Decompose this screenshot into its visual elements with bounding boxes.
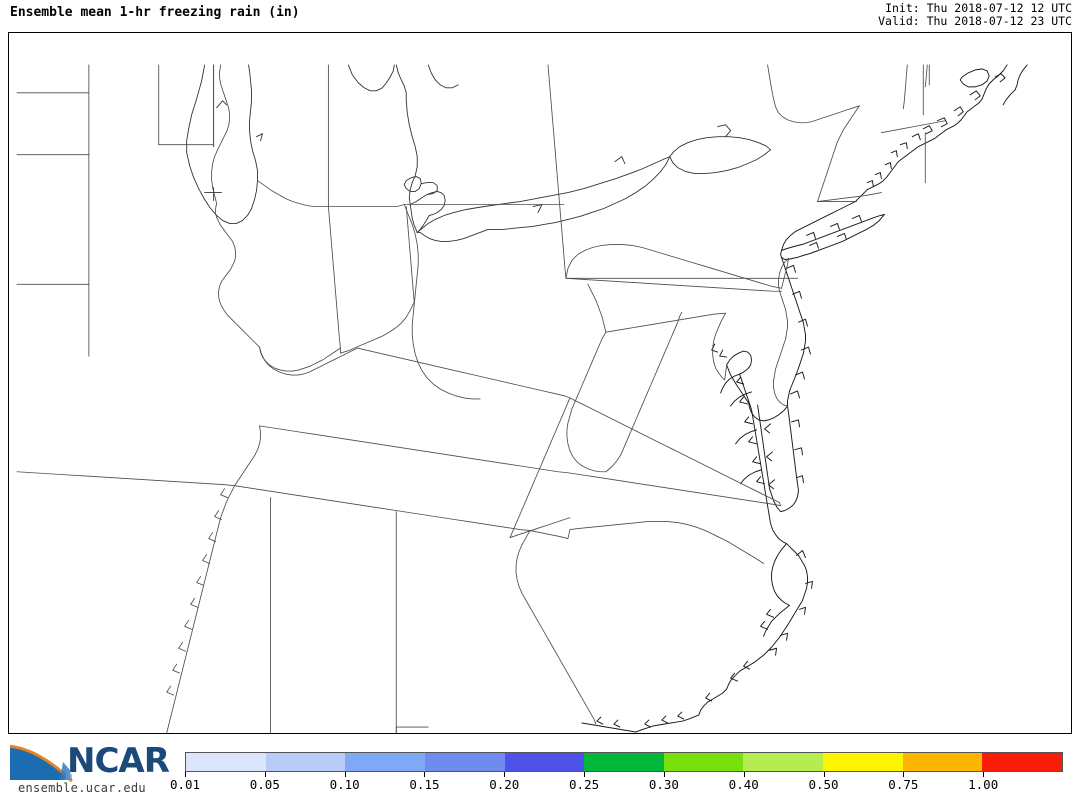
colorbar-tick-label: 0.15 [409,777,440,792]
colorbar-tick [185,772,186,777]
colorbar-band [584,753,664,771]
colorbar-tick [983,772,985,777]
colorbar-band [186,753,266,771]
colorbar-band [902,753,983,771]
ncar-url-label: ensemble.ucar.edu [18,781,146,795]
page-title: Ensemble mean 1-hr freezing rain (in) [10,5,300,20]
ncar-logo[interactable]: NCAR ensemble.ucar.edu [4,740,176,796]
colorbar-tick-label: 0.20 [489,777,520,792]
colorbar-tick-label: 1.00 [968,777,999,792]
colorbar-tick [823,772,825,777]
colorbar-band [982,753,1063,771]
colorbar-tick [743,772,745,777]
colorbar-tick [264,772,266,777]
colorbar-tick-labels: 0.01 0.05 0.10 0.15 0.20 0.25 0.30 0.40 0.50 0.75… [170,772,1063,796]
colorbar-band [345,753,425,771]
colorbar-band [504,753,585,771]
colorbar-tick [663,772,665,777]
colorbar-tick [903,772,905,777]
forecast-time-info: Init: Thu 2018-07-12 12 UTC Valid: Thu 2… [878,2,1072,28]
colorbar-tick-label: 0.75 [888,777,919,792]
colorbar-tick-label: 0.05 [249,777,280,792]
colorbar-tick-label: 0.25 [569,777,600,792]
colorbar-band [743,753,824,771]
map-geography [9,33,1071,733]
colorbar-band [663,753,744,771]
colorbar-tick [584,772,586,777]
valid-time-label: Valid: Thu 2018-07-12 23 UTC [878,14,1072,28]
colorbar-band [823,753,903,771]
colorbar-band [265,753,346,771]
colorbar-gradient [185,752,1063,772]
colorbar-tick-label: 0.50 [808,777,839,792]
map-panel[interactable] [8,32,1072,734]
colorbar-tick-label: 0.40 [728,777,759,792]
init-time-label: Init: Thu 2018-07-12 12 UTC [885,1,1072,15]
colorbar-tick-label: 0.10 [329,777,360,792]
colorbar-tick [504,772,506,777]
ncar-wordmark: NCAR [67,741,170,781]
colorbar-band [424,753,505,771]
ncar-wave-logo-icon [9,743,75,782]
colorbar-tick [424,772,426,777]
colorbar-tick-label: 0.30 [648,777,679,792]
colorbar-tick-label: 0.01 [169,777,201,792]
colorbar-legend[interactable]: 0.01 0.05 0.10 0.15 0.20 0.25 0.30 0.40 0.50 0.75… [170,752,1063,796]
colorbar-tick [344,772,346,777]
